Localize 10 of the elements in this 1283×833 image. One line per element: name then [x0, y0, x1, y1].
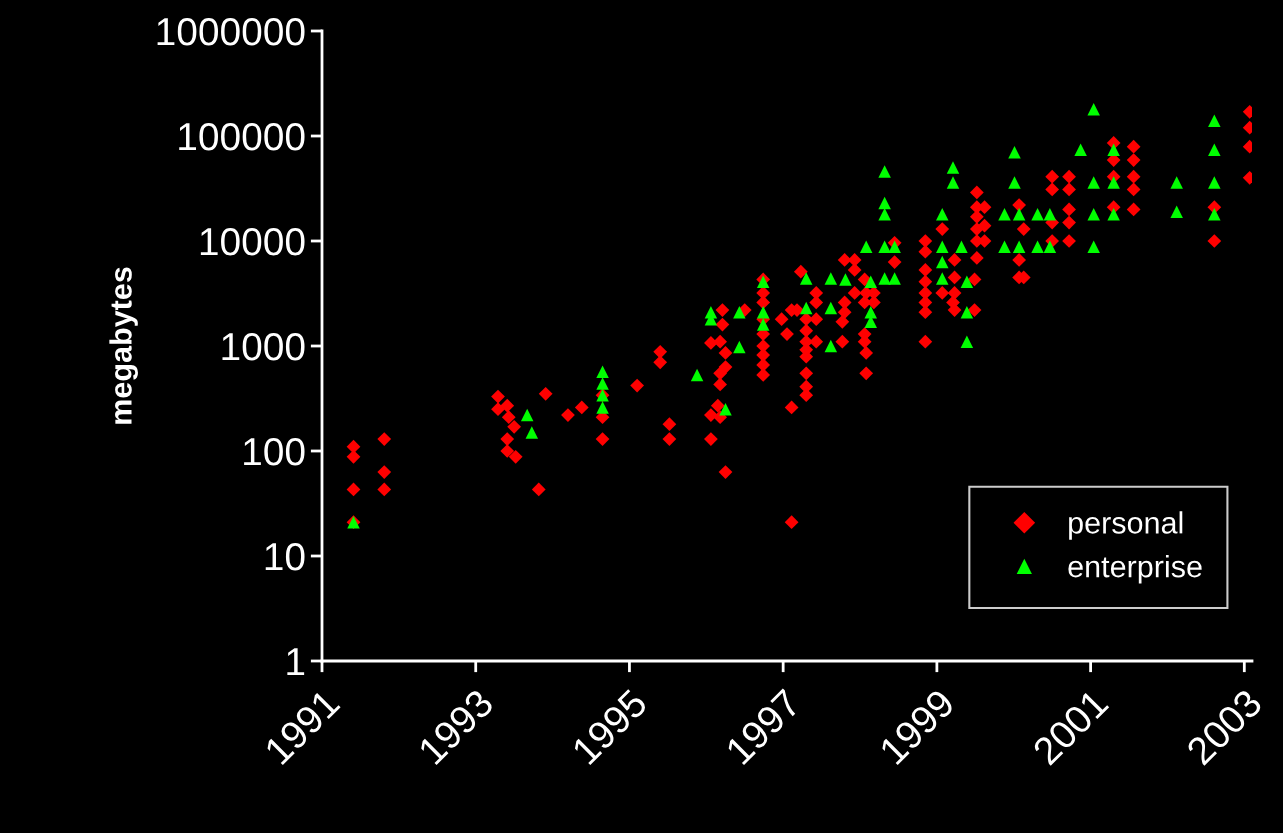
legend-label: personal: [1069, 511, 1183, 540]
y-tick-label: 1: [287, 648, 305, 676]
y-tick-label: 10: [265, 542, 305, 571]
y-tick-label: 10000: [200, 227, 305, 256]
y-axis-title: megabytes: [109, 267, 138, 424]
y-tick-label: 100: [244, 437, 305, 466]
y-tick-label: 100000: [179, 122, 305, 151]
y-tick-label: 1000: [222, 332, 305, 361]
y-tick-label: 1000000: [157, 17, 305, 46]
legend-label: enterprise: [1068, 554, 1202, 584]
